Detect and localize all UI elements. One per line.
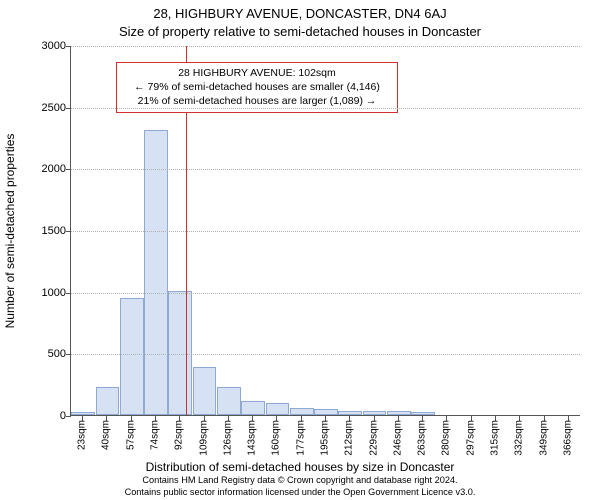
annotation-line2: ← 79% of semi-detached houses are smalle… (123, 80, 391, 94)
annotation-line3: 21% of semi-detached houses are larger (… (123, 94, 391, 108)
gridline (71, 231, 580, 232)
histogram-bar (314, 409, 338, 415)
histogram-bar (290, 408, 314, 415)
x-tick-label: 109sqm (198, 420, 209, 456)
annotation-line1: 28 HIGHBURY AVENUE: 102sqm (123, 66, 391, 80)
x-tick-label: 177sqm (295, 420, 306, 456)
x-tick-label: 57sqm (125, 420, 136, 450)
histogram-bar (144, 130, 168, 415)
x-tick-label: 349sqm (538, 420, 549, 456)
plot-area: 28 HIGHBURY AVENUE: 102sqm ← 79% of semi… (70, 46, 580, 416)
histogram-bar (168, 291, 192, 415)
x-axis-label: Distribution of semi-detached houses by … (0, 460, 600, 474)
y-tick-label: 500 (6, 348, 66, 360)
histogram-bar (363, 411, 387, 415)
y-tick-label: 2500 (6, 102, 66, 114)
y-tick-label: 1000 (6, 287, 66, 299)
y-tick-label: 2000 (6, 163, 66, 175)
chart-footer: Contains HM Land Registry data © Crown c… (0, 475, 600, 498)
histogram-bar (217, 387, 241, 415)
gridline (71, 169, 580, 170)
chart-container: 28, HIGHBURY AVENUE, DONCASTER, DN4 6AJ … (0, 0, 600, 500)
x-tick-label: 280sqm (441, 420, 452, 456)
x-tick-label: 297sqm (465, 420, 476, 456)
histogram-bar (266, 403, 290, 415)
histogram-bar (387, 411, 411, 415)
x-tick-label: 126sqm (222, 420, 233, 456)
x-tick-label: 315sqm (490, 420, 501, 456)
x-tick-label: 366sqm (562, 420, 573, 456)
y-tick-mark (66, 46, 71, 47)
y-tick-label: 0 (6, 410, 66, 422)
histogram-bar (120, 298, 144, 415)
gridline (71, 46, 580, 47)
annotation-box: 28 HIGHBURY AVENUE: 102sqm ← 79% of semi… (116, 62, 398, 113)
x-tick-label: 23sqm (77, 420, 88, 450)
y-tick-label: 1500 (6, 225, 66, 237)
y-tick-mark (66, 169, 71, 170)
x-tick-label: 160sqm (271, 420, 282, 456)
chart-title-line1: 28, HIGHBURY AVENUE, DONCASTER, DN4 6AJ (0, 6, 600, 21)
y-tick-mark (66, 108, 71, 109)
gridline (71, 293, 580, 294)
histogram-bar (193, 367, 217, 415)
histogram-bar (411, 412, 435, 415)
x-tick-label: 143sqm (247, 420, 258, 456)
x-tick-label: 229sqm (368, 420, 379, 456)
x-tick-label: 92sqm (174, 420, 185, 450)
x-tick-label: 212sqm (344, 420, 355, 456)
histogram-bar (241, 401, 265, 415)
gridline (71, 108, 580, 109)
y-tick-mark (66, 293, 71, 294)
histogram-bar (71, 412, 95, 415)
x-tick-label: 195sqm (320, 420, 331, 456)
histogram-bar (96, 387, 120, 415)
chart-title-line2: Size of property relative to semi-detach… (0, 24, 600, 39)
x-tick-label: 40sqm (101, 420, 112, 450)
histogram-bar (338, 411, 362, 415)
gridline (71, 354, 580, 355)
footer-line2: Contains public sector information licen… (0, 487, 600, 499)
footer-line1: Contains HM Land Registry data © Crown c… (0, 475, 600, 487)
x-tick-label: 246sqm (392, 420, 403, 456)
x-tick-label: 332sqm (514, 420, 525, 456)
x-tick-label: 263sqm (417, 420, 428, 456)
y-tick-label: 3000 (6, 40, 66, 52)
y-tick-mark (66, 231, 71, 232)
y-tick-mark (66, 354, 71, 355)
x-tick-label: 74sqm (150, 420, 161, 450)
